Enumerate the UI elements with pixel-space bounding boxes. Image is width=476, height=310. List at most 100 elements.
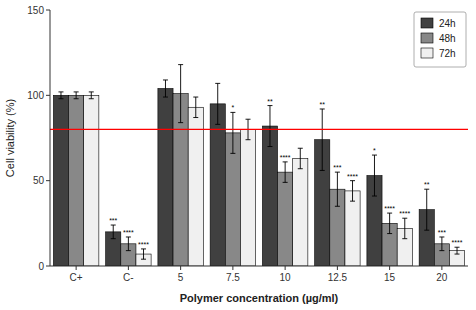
- x-axis-label: Polymer concentration (µg/ml): [180, 292, 339, 304]
- error-line: [441, 237, 442, 251]
- y-tick: [46, 180, 50, 181]
- error-line: [337, 172, 338, 206]
- x-tick-label: 15: [384, 272, 396, 283]
- error-line: [180, 65, 181, 123]
- error-cap: [58, 98, 63, 99]
- y-axis-label: Cell viability (%): [4, 99, 16, 177]
- error-cap: [111, 225, 116, 226]
- x-tick-label: 10: [280, 272, 292, 283]
- x-tick-label: C-: [123, 272, 134, 283]
- error-bar: [424, 189, 429, 230]
- bar: [345, 191, 360, 266]
- error-line: [76, 92, 77, 99]
- bar: [53, 95, 68, 266]
- error-cap: [455, 254, 460, 255]
- error-bar: [372, 155, 377, 196]
- x-tick-label: C+: [70, 272, 83, 283]
- bar: [293, 158, 308, 266]
- error-bar: [320, 109, 325, 170]
- annotation: ****: [384, 205, 395, 212]
- error-bar: [387, 213, 392, 233]
- error-cap: [111, 238, 116, 239]
- x-tick: [337, 266, 338, 270]
- error-cap: [193, 117, 198, 118]
- error-cap: [439, 236, 444, 237]
- x-tick: [76, 266, 77, 270]
- error-bar: [111, 225, 116, 239]
- error-cap: [372, 196, 377, 197]
- annotation: ***: [333, 164, 341, 171]
- error-cap: [163, 97, 168, 98]
- error-line: [165, 80, 166, 97]
- bar: [84, 95, 99, 266]
- legend-label: 24h: [439, 18, 456, 29]
- error-line: [232, 112, 233, 153]
- error-bar: [439, 237, 444, 251]
- error-cap: [246, 119, 251, 120]
- error-bar: [402, 218, 407, 238]
- error-cap: [230, 112, 235, 113]
- y-tick-label: 100: [27, 90, 44, 101]
- annotation: **: [424, 181, 430, 188]
- error-cap: [58, 91, 63, 92]
- error-cap: [320, 170, 325, 171]
- bar: [69, 95, 84, 266]
- annotation: **: [267, 98, 273, 105]
- error-line: [404, 218, 405, 238]
- legend-label: 72h: [439, 48, 456, 59]
- error-cap: [424, 230, 429, 231]
- error-bar: [215, 83, 220, 124]
- annotation: ****: [123, 229, 134, 236]
- error-cap: [350, 201, 355, 202]
- annotation: ****: [399, 210, 410, 217]
- x-tick-label: 12.5: [328, 272, 348, 283]
- legend-swatch: [421, 18, 433, 28]
- bar: [262, 126, 277, 266]
- legend-swatch: [421, 33, 433, 43]
- error-cap: [163, 79, 168, 80]
- error-bar: [455, 247, 460, 254]
- error-cap: [193, 97, 198, 98]
- chart-svg: ****************************************…: [0, 0, 476, 310]
- x-tick-label: 5: [178, 272, 184, 283]
- bar: [158, 89, 173, 266]
- error-line: [143, 249, 144, 259]
- error-cap: [89, 98, 94, 99]
- y-tick: [46, 10, 50, 11]
- error-line: [285, 162, 286, 182]
- error-line: [300, 148, 301, 168]
- error-cap: [320, 108, 325, 109]
- error-cap: [215, 83, 220, 84]
- x-axis-line: [50, 266, 468, 267]
- error-bar: [350, 181, 355, 201]
- error-line: [389, 213, 390, 233]
- annotation: *: [373, 147, 376, 154]
- legend-swatch: [421, 48, 433, 58]
- error-cap: [335, 206, 340, 207]
- annotation: ****: [280, 154, 291, 161]
- legend: 24h 48h 72h: [414, 12, 466, 67]
- error-line: [352, 181, 353, 201]
- error-cap: [246, 139, 251, 140]
- error-line: [374, 155, 375, 196]
- bar: [278, 172, 293, 266]
- error-bar: [267, 106, 272, 147]
- annotation: ****: [347, 173, 358, 180]
- error-cap: [267, 146, 272, 147]
- error-bar: [58, 92, 63, 99]
- error-cap: [230, 153, 235, 154]
- x-tick: [128, 266, 129, 270]
- error-bar: [89, 92, 94, 99]
- error-bar: [298, 148, 303, 168]
- x-tick: [389, 266, 390, 270]
- error-line: [426, 189, 427, 230]
- error-line: [195, 97, 196, 117]
- bar: [188, 107, 203, 266]
- error-bar: [193, 97, 198, 117]
- error-cap: [126, 250, 131, 251]
- error-line: [113, 225, 114, 239]
- reference-line: [50, 129, 468, 130]
- y-axis-line: [50, 10, 51, 266]
- error-bar: [178, 65, 183, 123]
- legend-label: 48h: [439, 33, 456, 44]
